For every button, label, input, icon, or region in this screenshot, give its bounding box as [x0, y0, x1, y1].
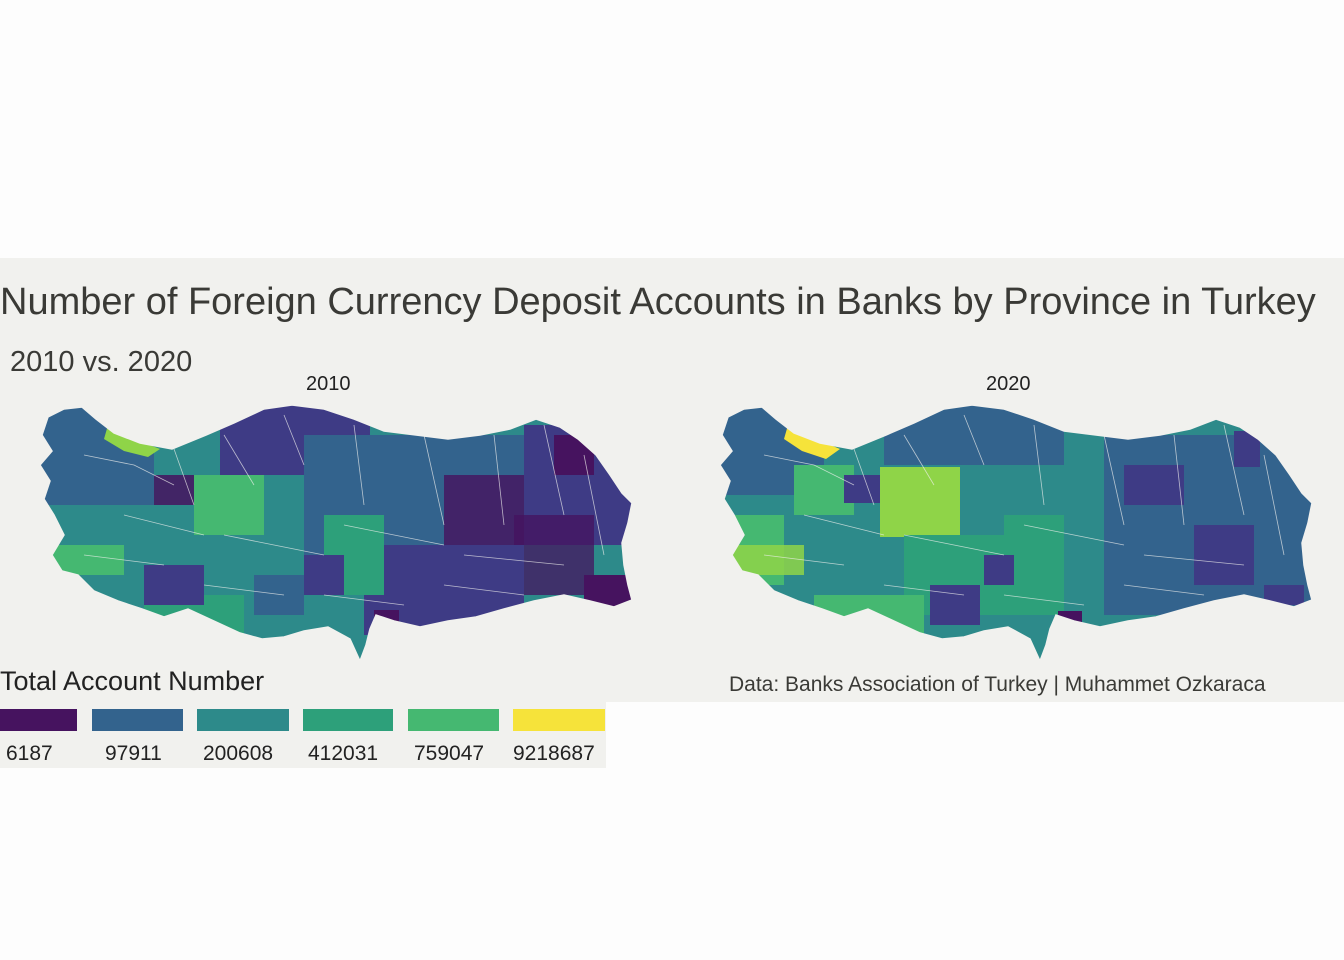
legend-label-2: 97911 [105, 742, 162, 765]
legend-swatch-1 [0, 709, 77, 731]
legend-label-1: 6187 [6, 742, 53, 765]
legend-label-5: 759047 [414, 742, 485, 765]
facet-label-2010: 2010 [306, 373, 351, 395]
legend-title: Total Account Number [0, 666, 265, 696]
legend-label-3: 200608 [203, 742, 274, 765]
legend-label-4: 412031 [308, 742, 379, 765]
data-caption: Data: Banks Association of Turkey | Muha… [729, 673, 1266, 696]
facet-label-2020: 2020 [986, 373, 1031, 395]
legend-swatch-2 [92, 709, 183, 731]
legend-label-6: 9218687 [513, 742, 595, 765]
map-2010 [39, 404, 633, 662]
legend-swatch-6 [513, 709, 605, 731]
chart-subtitle: 2010 vs. 2020 [10, 346, 193, 378]
map-2020 [719, 404, 1313, 662]
legend-swatch-5 [408, 709, 499, 731]
legend-swatch-3 [197, 709, 289, 731]
chart-title: Number of Foreign Currency Deposit Accou… [0, 281, 1316, 323]
legend-swatch-4 [303, 709, 393, 731]
